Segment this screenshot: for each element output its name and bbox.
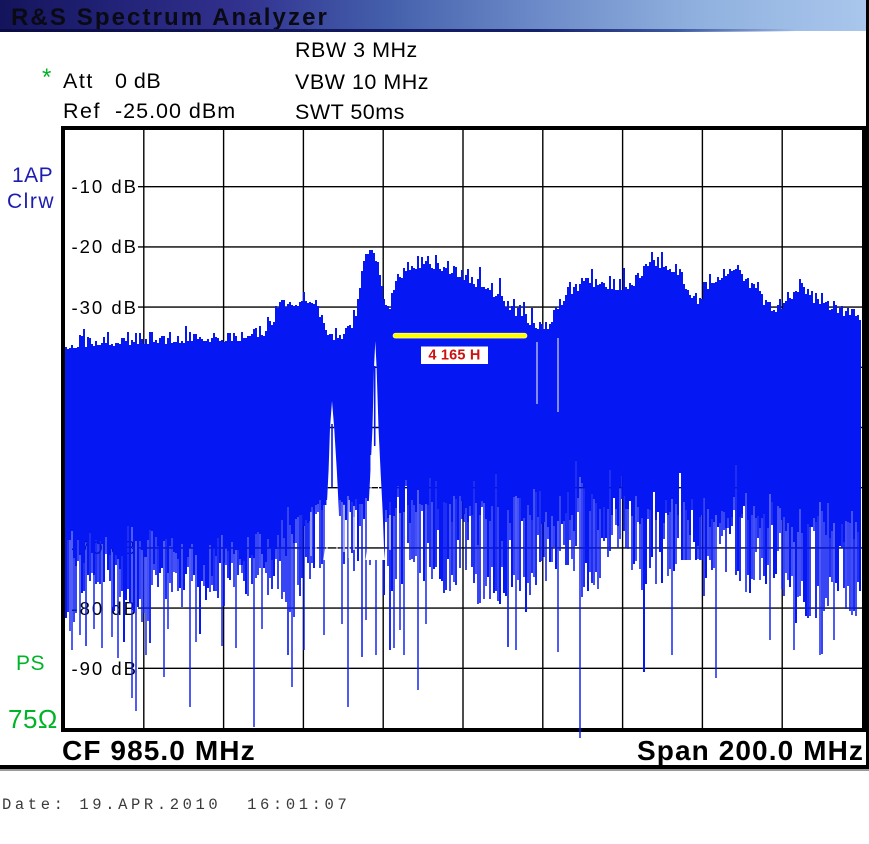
svg-text:4 165 H: 4 165 H	[428, 348, 480, 364]
